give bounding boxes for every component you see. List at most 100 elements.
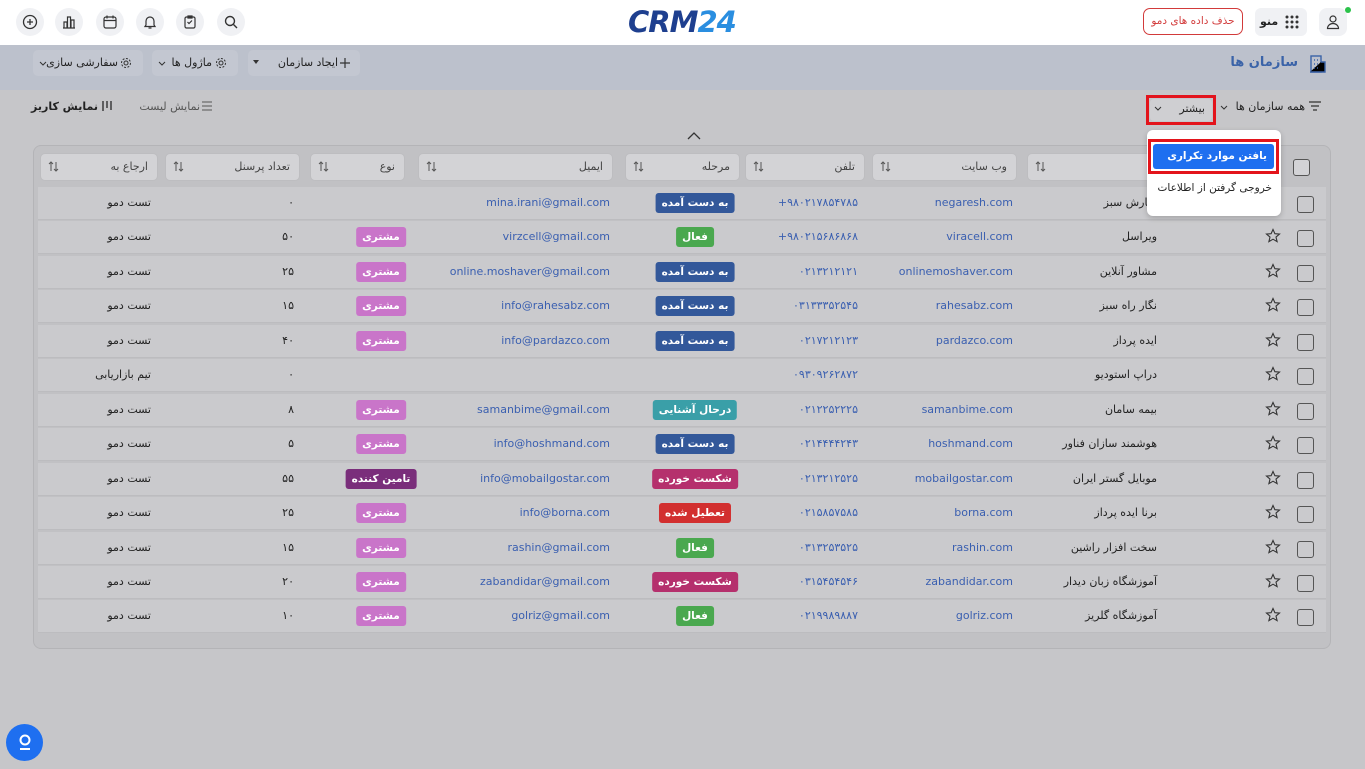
column-header[interactable] — [40, 153, 158, 181]
row-checkbox[interactable] — [1297, 402, 1314, 420]
sort-icon[interactable] — [1035, 161, 1046, 175]
website[interactable]: viracell.com — [946, 230, 1013, 244]
duplicate-highlight — [1148, 139, 1279, 174]
favorite-star[interactable] — [1265, 573, 1281, 592]
email[interactable]: mina.irani@gmail.com — [486, 196, 610, 209]
website[interactable]: mobailgostar.com — [914, 471, 1013, 485]
row-checkbox[interactable] — [1297, 471, 1314, 489]
email[interactable]: rashin@gmail.com — [507, 540, 610, 554]
phone[interactable]: +۹۸۰۲۱۵۶۸۶۸۶۸ — [777, 230, 858, 244]
email[interactable]: online.moshaver@gmail.com — [449, 264, 610, 278]
email[interactable]: info@rahesabz.com — [501, 299, 610, 313]
email[interactable]: zabandidar@gmail.com — [479, 574, 610, 588]
row-checkbox[interactable] — [1297, 574, 1314, 592]
website[interactable]: hoshmand.com — [928, 437, 1013, 451]
sort-icon[interactable] — [318, 161, 329, 175]
favorite-star[interactable] — [1265, 607, 1281, 626]
row-checkbox[interactable] — [1297, 264, 1314, 282]
favorite-star[interactable] — [1265, 263, 1281, 282]
sort-icon[interactable] — [173, 161, 184, 175]
phone[interactable]: ۰۳۱۳۳۳۵۲۵۴۵ — [793, 299, 858, 313]
customize-button[interactable] — [33, 50, 143, 76]
favorite-star[interactable] — [1265, 504, 1281, 523]
more-button[interactable] — [1150, 99, 1212, 121]
all-orgs-filter[interactable]: همه سازمان ها — [1235, 100, 1305, 113]
website[interactable]: onlinemoshaver.com — [898, 264, 1013, 278]
add-button[interactable] — [16, 8, 44, 36]
favorite-star[interactable] — [1265, 400, 1281, 420]
row-checkbox[interactable] — [1297, 333, 1314, 351]
modules-button[interactable] — [152, 50, 238, 76]
website[interactable]: rashin.com — [952, 540, 1013, 554]
tasks-button[interactable] — [176, 8, 204, 36]
email[interactable]: samanbime@gmail.com — [477, 402, 610, 416]
sort-icon[interactable] — [48, 161, 59, 175]
column-header[interactable] — [872, 153, 1017, 181]
column-header[interactable] — [745, 153, 865, 181]
reports-button[interactable] — [55, 8, 83, 36]
delete-demo-button[interactable] — [1143, 8, 1243, 35]
calendar-button[interactable] — [96, 8, 124, 36]
column-header[interactable] — [165, 153, 300, 181]
type-tag: مشتری — [356, 434, 406, 455]
row-checkbox[interactable] — [1297, 437, 1314, 455]
select-all-checkbox[interactable] — [1293, 159, 1310, 176]
website[interactable]: zabandidar.com — [925, 574, 1013, 588]
sort-icon[interactable] — [880, 161, 891, 175]
sort-icon[interactable] — [753, 161, 764, 175]
favorite-star[interactable] — [1265, 469, 1281, 489]
website[interactable]: borna.com — [954, 506, 1013, 520]
notifications-button[interactable] — [136, 8, 164, 36]
phone[interactable]: ۰۲۱۷۲۱۲۱۲۳ — [798, 333, 858, 347]
row-checkbox[interactable] — [1297, 230, 1314, 248]
email[interactable]: info@hoshmand.com — [493, 437, 610, 451]
kanban-view[interactable]: نمایش کاریز — [31, 100, 98, 113]
phone[interactable]: ۰۲۱۳۲۱۲۱۲۱ — [798, 264, 858, 278]
row-checkbox[interactable] — [1297, 368, 1314, 386]
user-button[interactable] — [1319, 8, 1347, 36]
favorite-star[interactable] — [1265, 366, 1281, 385]
email[interactable]: info@pardazco.com — [501, 333, 610, 347]
website[interactable]: negaresh.com — [934, 196, 1013, 209]
staff-count: ۲۵ — [282, 264, 294, 278]
favorite-star[interactable] — [1265, 538, 1281, 558]
favorite-star[interactable] — [1265, 331, 1281, 351]
phone[interactable]: ۰۹۳۰۹۲۶۲۸۷۲ — [793, 368, 858, 382]
website[interactable]: rahesabz.com — [935, 299, 1013, 313]
search-button[interactable] — [217, 8, 245, 36]
favorite-star[interactable] — [1265, 435, 1281, 454]
phone[interactable]: ۰۲۱۳۲۱۲۵۲۵ — [798, 471, 858, 485]
favorite-star[interactable] — [1265, 228, 1281, 247]
website[interactable]: golriz.com — [955, 609, 1013, 623]
phone[interactable]: ۰۳۱۳۲۵۳۵۲۵ — [798, 540, 858, 554]
row-checkbox[interactable] — [1297, 299, 1314, 317]
column-header[interactable] — [625, 153, 740, 181]
website[interactable]: samanbime.com — [921, 402, 1013, 416]
email[interactable]: virzcell@gmail.com — [502, 230, 610, 244]
phone[interactable]: ۰۳۱۵۴۵۴۵۴۶ — [798, 574, 858, 588]
email[interactable]: info@mobailgostar.com — [480, 471, 610, 485]
row-checkbox[interactable] — [1297, 506, 1314, 524]
phone[interactable]: ۰۲۱۴۴۴۴۲۴۳ — [798, 437, 858, 451]
row-checkbox[interactable] — [1297, 609, 1314, 627]
email[interactable]: golriz@gmail.com — [511, 609, 610, 623]
kanban-icon — [102, 101, 112, 111]
favorite-star[interactable] — [1265, 297, 1281, 316]
phone[interactable]: ۰۲۱۲۲۵۲۲۲۵ — [798, 402, 858, 416]
sort-icon[interactable] — [426, 161, 437, 175]
phone[interactable]: ۰۲۱۹۹۸۹۸۸۷ — [798, 609, 858, 623]
row-checkbox[interactable] — [1297, 540, 1314, 558]
help-button[interactable] — [6, 724, 43, 761]
export-item[interactable]: خروجی گرفتن از اطلاعات — [1157, 182, 1272, 194]
column-header[interactable] — [418, 153, 613, 181]
row-checkbox[interactable] — [1297, 196, 1314, 213]
collapse-chevron[interactable] — [687, 132, 701, 141]
phone[interactable]: +۹۸۰۲۱۷۸۵۴۷۸۵ — [777, 196, 858, 209]
duplicate-item[interactable] — [1153, 144, 1274, 169]
sort-icon[interactable] — [633, 161, 644, 175]
column-header-label: مرحله — [701, 160, 730, 173]
website[interactable]: pardazco.com — [935, 333, 1013, 347]
phone[interactable]: ۰۲۱۵۸۵۷۵۸۵ — [798, 506, 858, 520]
email[interactable]: info@borna.com — [519, 506, 610, 520]
list-view[interactable]: نمایش لیست — [139, 100, 200, 113]
